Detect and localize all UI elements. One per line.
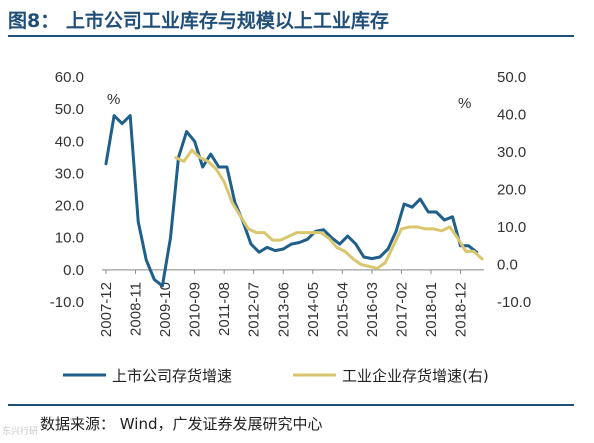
left-tick-label: 40.0 xyxy=(55,133,84,150)
right-tick-label: 30.0 xyxy=(497,144,526,161)
right-axis-unit: % xyxy=(458,95,471,112)
source-rule xyxy=(8,404,574,406)
left-tick-label: 10.0 xyxy=(55,230,84,247)
chart: -10.0 0.0 10.0 20.0 30.0 40.0 50.0 60.0 -10.0 0.… xyxy=(50,69,531,385)
x-tick-label: 2018-12 xyxy=(453,282,470,337)
x-tick-label: 2015-04 xyxy=(334,282,351,337)
left-tick-label: 0.0 xyxy=(63,262,84,279)
x-tick-label: 2018-01 xyxy=(423,282,440,337)
source-note: 数据来源： Wind，广发证券发展研究中心 xyxy=(40,415,323,433)
x-tick-label: 2016-03 xyxy=(364,282,381,337)
legend-label-listed: 上市公司存货增速 xyxy=(112,367,232,385)
watermark: 东兴行研 xyxy=(2,427,39,437)
left-axis-unit: % xyxy=(107,91,120,108)
right-axis-ticks: -10.0 0.0 10.0 20.0 30.0 40.0 50.0 xyxy=(497,69,531,311)
left-tick-label: -10.0 xyxy=(50,294,84,311)
right-tick-label: 10.0 xyxy=(497,219,526,236)
x-tick-label: 2014-05 xyxy=(305,282,322,337)
series-line-listed-inventory xyxy=(104,114,479,288)
x-tick-label: 2012-07 xyxy=(246,282,263,337)
right-tick-label: -10.0 xyxy=(497,294,531,311)
x-tick-label: 2007-12 xyxy=(98,282,115,337)
right-tick-label: 40.0 xyxy=(497,107,526,124)
legend-label-industrial: 工业企业存货增速(右) xyxy=(342,367,489,385)
series-line-industrial-inventory xyxy=(174,148,484,270)
figure-title: 图8： 上市公司工业库存与规模以上工业库存 xyxy=(8,10,389,32)
left-tick-label: 50.0 xyxy=(55,101,84,118)
left-tick-label: 30.0 xyxy=(55,165,84,182)
right-tick-label: 50.0 xyxy=(497,69,526,86)
left-axis-ticks: -10.0 0.0 10.0 20.0 30.0 40.0 50.0 60.0 xyxy=(50,69,84,311)
x-tick-label: 2017-02 xyxy=(393,282,410,337)
x-tick-label: 2010-09 xyxy=(187,282,204,337)
x-tick-label: 2008-11 xyxy=(128,282,145,336)
left-tick-label: 20.0 xyxy=(55,198,84,215)
title-rule xyxy=(8,35,574,37)
right-tick-label: 0.0 xyxy=(497,257,518,274)
right-tick-label: 20.0 xyxy=(497,182,526,199)
left-tick-label: 60.0 xyxy=(55,69,84,86)
x-tick-label: 2013-06 xyxy=(275,282,292,337)
x-axis-ticks: 2007-12 2008-11 2009-10 2010-09 2011-08 2012-… xyxy=(98,269,470,337)
x-tick-label: 2011-08 xyxy=(216,282,233,336)
series-lines xyxy=(104,114,484,288)
x-tick-label: 2009-10 xyxy=(157,282,174,337)
